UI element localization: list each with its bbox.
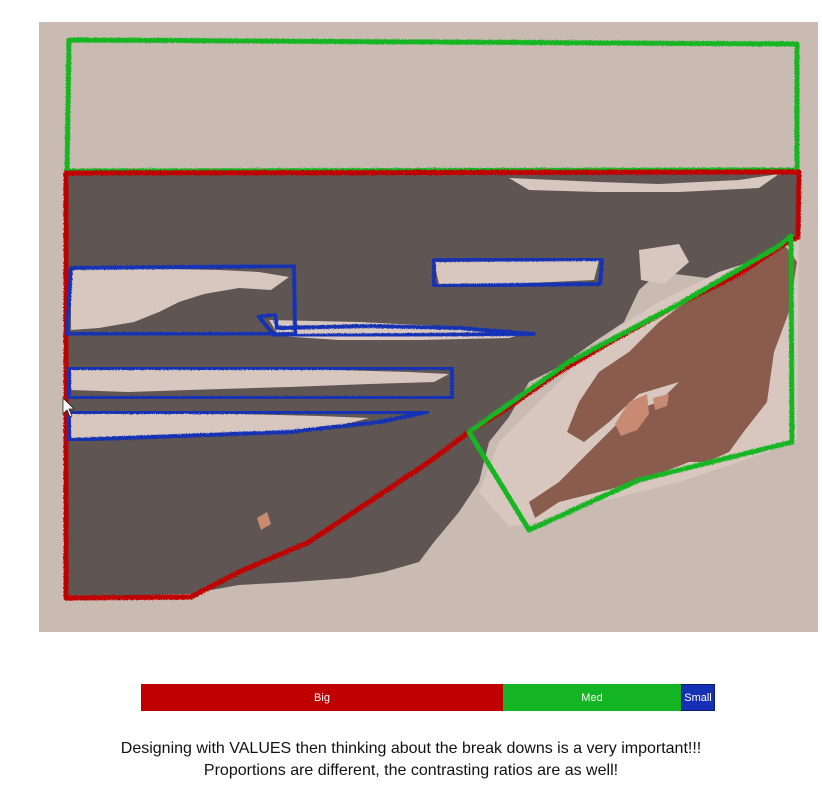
- mouse-cursor-icon: [62, 397, 75, 418]
- brown-shape: [529, 244, 797, 518]
- value-study-image: [39, 22, 818, 632]
- salmon-accent-2: [653, 394, 669, 410]
- small-outline-5: [67, 410, 429, 442]
- small-outline-2: [432, 257, 604, 288]
- legend-segment-big: Big: [141, 684, 503, 711]
- caption-line-1: Designing with VALUES then thinking abou…: [120, 740, 702, 757]
- legend-segment-med: Med: [503, 684, 681, 711]
- light-patch-upper: [71, 267, 289, 330]
- light-patch-right-top: [434, 260, 599, 284]
- salmon-accent-1: [615, 394, 649, 436]
- legend-label-small: Small: [684, 691, 712, 704]
- small-outline-3: [257, 312, 536, 338]
- salmon-accent-3: [257, 512, 271, 530]
- legend-label-med: Med: [581, 691, 603, 704]
- proportion-legend-bar: Big Med Small: [141, 684, 715, 711]
- caption-text: Designing with VALUES then thinking abou…: [0, 738, 822, 782]
- light-patch-low: [71, 412, 369, 440]
- small-outline-4: [67, 366, 454, 400]
- legend-segment-small: Small: [681, 684, 715, 711]
- light-patch-right-small: [639, 244, 689, 284]
- med-outline-lower-right: [466, 233, 795, 533]
- caption-line-2: Proportions are different, the contrasti…: [203, 762, 619, 779]
- light-patch-top-right: [509, 174, 779, 192]
- legend-label-big: Big: [314, 691, 330, 704]
- light-patch-mid: [71, 367, 449, 392]
